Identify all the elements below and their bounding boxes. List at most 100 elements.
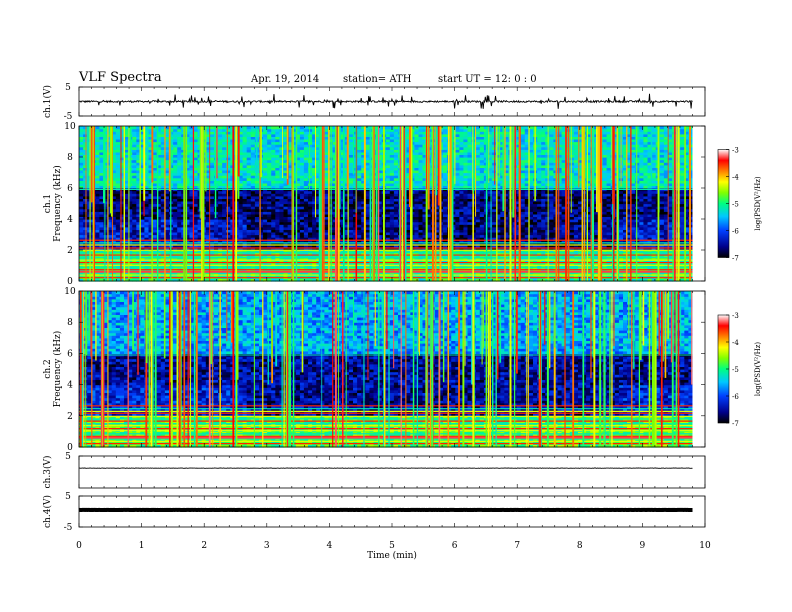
spectrogram-cell <box>271 252 276 256</box>
y-tick-label: 5 <box>65 83 71 93</box>
spectrogram-cell <box>271 250 276 254</box>
spectrogram-cell <box>136 260 141 264</box>
spectrogram-cell <box>623 257 628 261</box>
spectrogram-cell <box>663 252 669 256</box>
spectrogram-cell <box>406 257 411 261</box>
spectrogram-cell <box>283 278 289 282</box>
spectrogram-cell <box>263 278 268 282</box>
spectrogram-cell <box>226 257 231 261</box>
spectrogram-cell <box>119 262 125 267</box>
date-label: Apr. 19, 2014 <box>251 74 320 85</box>
spectrogram-cell <box>279 260 285 264</box>
spectrogram-cell <box>164 260 170 264</box>
spectrogram-cell <box>353 278 358 282</box>
spectrogram-cell <box>361 262 366 267</box>
spectrogram-cell <box>111 262 117 267</box>
spectrogram-cell <box>193 252 199 256</box>
spectrogram-cell <box>463 257 469 261</box>
spectrogram-cell <box>471 262 477 267</box>
spectrogram-cell <box>496 262 501 267</box>
spectrogram-cell <box>667 260 673 264</box>
spectrogram-cell <box>242 252 248 256</box>
spectrogram-cell <box>504 260 509 264</box>
spectrogram-cell <box>545 260 550 264</box>
spectrogram-cell <box>422 257 428 261</box>
spectrogram-cell <box>267 257 272 261</box>
spectrogram-cell <box>422 252 428 256</box>
spectrogram-cell <box>160 278 166 282</box>
spectrogram-cell <box>389 252 395 256</box>
spectrogram-cell <box>488 257 493 261</box>
spectrogram-cell <box>631 252 636 256</box>
spectrogram-cell <box>246 250 252 254</box>
spectrogram-cell <box>246 260 252 264</box>
ch1-waveform-panel: ch.1(V) 5-5 <box>42 83 706 122</box>
spectrogram-cell <box>537 257 542 261</box>
spectrogram-cell <box>455 252 460 256</box>
spectrogram-cell <box>312 252 317 256</box>
spectrogram-cell <box>324 252 330 256</box>
spectrogram-cell <box>459 278 465 282</box>
spectrogram-cell <box>295 262 301 267</box>
spectrogram-cell <box>557 257 563 261</box>
spectrogram-cell <box>197 257 203 261</box>
spectrogram-cell <box>545 278 550 282</box>
spectrogram-cell <box>594 262 599 267</box>
spectrogram-cell <box>541 252 546 256</box>
spectrogram-cell <box>263 257 268 261</box>
spectrogram-cell <box>303 250 309 254</box>
spectrogram-cell <box>348 257 354 261</box>
spectrogram-cell <box>79 257 84 261</box>
spectrogram-cell <box>344 262 350 267</box>
spectrogram-cell <box>295 257 301 261</box>
spectrogram-cell <box>357 260 362 264</box>
spectrogram-cell <box>549 262 554 267</box>
spectrogram-cell <box>623 278 628 282</box>
spectrogram-cell <box>254 262 260 267</box>
spectrogram-cell <box>136 250 141 254</box>
waveform-trace <box>78 93 693 109</box>
spectrogram-cell <box>156 250 162 254</box>
spectrogram-cell <box>541 257 546 261</box>
spectrogram-cell <box>524 252 530 256</box>
spectrogram-cell <box>667 252 673 256</box>
spectrogram-cell <box>238 278 244 282</box>
spectrogram-cell <box>549 252 554 256</box>
spectrogram-cell <box>492 278 497 282</box>
spectrogram-cell <box>426 262 432 267</box>
spectrogram-cell <box>332 252 338 256</box>
spectrogram-cell <box>222 278 227 282</box>
spectrogram-cell <box>357 252 362 256</box>
spectrogram-cell <box>434 262 440 267</box>
spectrogram-cell <box>647 257 653 261</box>
spectrogram-cell <box>119 278 125 282</box>
spectrogram-cell <box>291 252 297 256</box>
spectrogram-cell <box>377 278 383 282</box>
spectrogram-cell <box>500 260 505 264</box>
spectrogram-cell <box>189 257 195 261</box>
spectrogram-cell <box>267 278 272 282</box>
spectrogram-cell <box>152 260 158 264</box>
spectrogram-cell <box>246 278 252 282</box>
spectrogram-cell <box>524 260 530 264</box>
spectrogram-cell <box>189 262 195 267</box>
spectrogram-cell <box>119 260 125 264</box>
spectrogram-cell <box>324 260 330 264</box>
spectrogram-cell <box>164 262 170 267</box>
spectrogram-cell <box>189 260 195 264</box>
spectrogram-cell <box>152 278 158 282</box>
spectrogram-cell <box>295 252 301 256</box>
spectrogram-cell <box>578 278 583 282</box>
spectrogram-cell <box>586 252 591 256</box>
spectrogram-cell <box>324 250 330 254</box>
spectrogram-cell <box>144 262 150 267</box>
spectrogram-cell <box>500 262 505 267</box>
spectrogram-cell <box>160 252 166 256</box>
spectrogram-cell <box>160 262 166 267</box>
spectrogram-cell <box>496 252 501 256</box>
spectrogram-cell <box>283 250 289 254</box>
spectrogram-cell <box>488 278 493 282</box>
spectrogram-cell <box>434 260 440 264</box>
spectrogram-cell <box>107 262 113 267</box>
spectrogram-cell <box>214 257 219 261</box>
